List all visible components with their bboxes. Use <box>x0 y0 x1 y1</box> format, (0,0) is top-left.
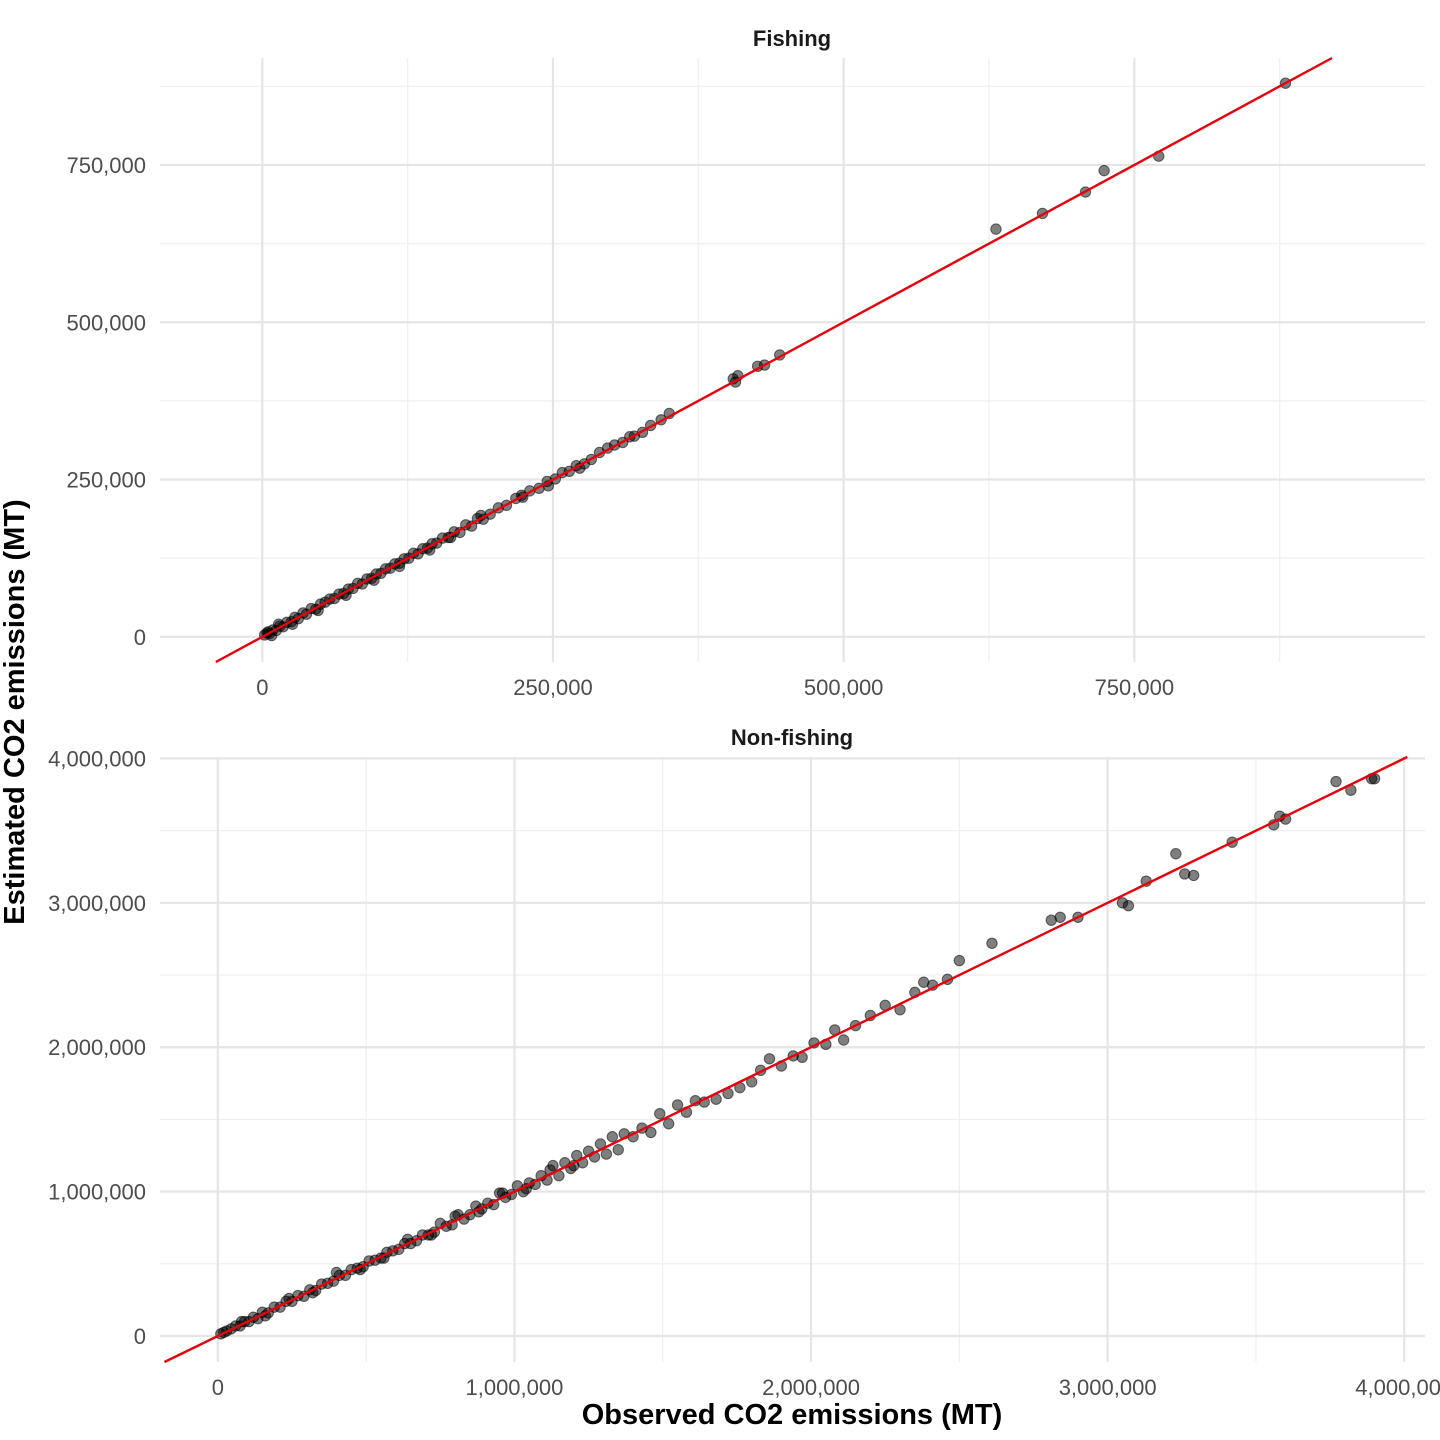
x-tick-labels-fishing: 0 250,000 500,000 750,000 <box>256 675 1174 700</box>
x-axis-title: Observed CO2 emissions (MT) <box>582 1399 1003 1431</box>
data-point <box>1054 911 1066 923</box>
x-tick-label: 0 <box>256 675 268 700</box>
data-point <box>990 223 1002 235</box>
x-tick-label: 0 <box>212 1375 224 1400</box>
points-non-fishing <box>215 772 1381 1340</box>
panel-title-fishing: Fishing <box>753 26 831 51</box>
data-point <box>763 1053 776 1065</box>
y-tick-label: 2,000,000 <box>48 1035 146 1060</box>
data-point <box>612 1144 624 1156</box>
data-point <box>606 1131 619 1143</box>
data-point <box>1170 848 1182 860</box>
y-tick-label: 500,000 <box>66 310 146 335</box>
data-point <box>1098 164 1110 177</box>
y-tick-label: 1,000,000 <box>48 1180 146 1205</box>
y-tick-label: 4,000,000 <box>48 746 146 771</box>
y-tick-label: 750,000 <box>66 153 146 178</box>
y-tick-labels-non-fishing: 0 1,000,000 2,000,000 3,000,000 4,000,000 <box>48 746 146 1349</box>
x-tick-labels-non-fishing: 0 1,000,000 2,000,000 3,000,000 4,000,000 <box>212 1375 1440 1400</box>
y-tick-label: 0 <box>134 1324 146 1349</box>
reference-line-non-fishing <box>163 755 1408 1364</box>
x-tick-label: 500,000 <box>804 675 884 700</box>
data-point <box>1122 900 1135 912</box>
data-point <box>671 1099 684 1111</box>
y-axis-title: Estimated CO2 emissions (MT) <box>0 499 31 924</box>
data-point <box>600 1148 613 1160</box>
x-tick-label: 250,000 <box>513 675 593 700</box>
reference-line-fishing <box>215 56 1333 664</box>
x-tick-label: 3,000,000 <box>1059 1375 1157 1400</box>
data-point <box>654 1107 666 1120</box>
data-point <box>986 937 998 949</box>
y-tick-labels-fishing: 0 250,000 500,000 750,000 <box>66 153 146 650</box>
data-point <box>645 1126 657 1139</box>
y-tick-label: 3,000,000 <box>48 891 146 916</box>
reference-line <box>163 755 1408 1364</box>
grid-fishing <box>160 58 1425 662</box>
panel-fishing: Fishing 0 250,000 500,000 750,000 0 250,000 5… <box>66 26 1425 700</box>
x-tick-label: 2,000,000 <box>762 1375 860 1400</box>
panel-non-fishing: Non-fishing 0 1,000,000 2,000,000 3,000,000… <box>48 725 1440 1400</box>
x-tick-label: 4,000,000 <box>1355 1375 1440 1400</box>
y-tick-label: 0 <box>134 625 146 650</box>
x-tick-label: 1,000,000 <box>465 1375 563 1400</box>
data-point <box>837 1034 850 1046</box>
reference-line <box>215 56 1333 664</box>
data-point <box>1330 775 1342 788</box>
panel-title-non-fishing: Non-fishing <box>731 725 853 750</box>
x-tick-label: 750,000 <box>1095 675 1175 700</box>
data-point <box>662 1118 675 1130</box>
data-point <box>1187 869 1200 882</box>
data-point <box>953 954 966 967</box>
y-tick-label: 250,000 <box>66 468 146 493</box>
grid-non-fishing <box>160 757 1425 1362</box>
